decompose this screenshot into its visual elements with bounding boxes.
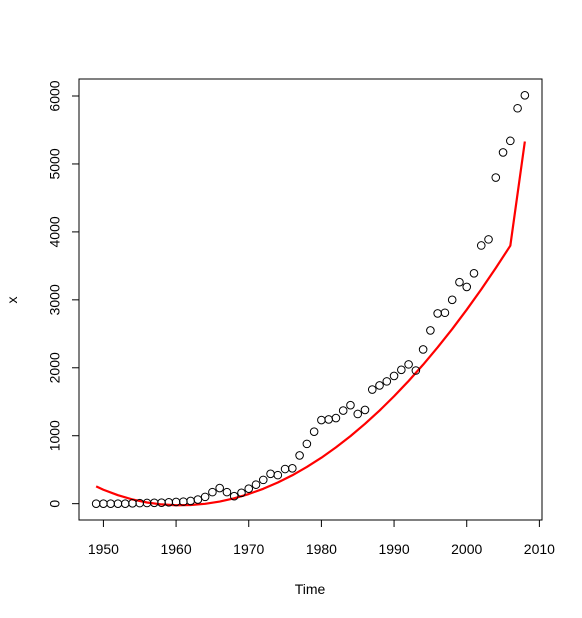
data-point — [476, 241, 486, 250]
data-point — [215, 483, 224, 493]
x-tick-label: 1980 — [306, 541, 337, 557]
data-point — [367, 385, 377, 394]
data-point — [106, 499, 115, 508]
x-axis: 1950 1960 1970 1980 1990 2000 2010 — [88, 519, 555, 557]
data-point — [208, 487, 217, 497]
data-point — [128, 499, 137, 508]
data-point — [404, 360, 413, 369]
data-point — [491, 173, 501, 182]
plot-frame — [78, 78, 543, 521]
data-point — [331, 413, 341, 423]
data-point — [222, 487, 232, 497]
data-point — [520, 91, 530, 100]
data-point — [346, 400, 355, 410]
data-point — [469, 269, 479, 278]
x-tick-label: 2010 — [524, 541, 555, 557]
data-point — [237, 488, 246, 498]
data-point — [229, 491, 239, 501]
y-tick-label: 5000 — [47, 148, 63, 179]
data-point — [317, 415, 326, 425]
data-point — [389, 371, 399, 381]
data-point — [440, 308, 450, 318]
data-point — [113, 499, 123, 508]
y-axis: 0 1000 2000 3000 4000 5000 6000 — [47, 80, 80, 508]
data-point — [258, 475, 268, 485]
y-tick-label: 6000 — [47, 80, 63, 111]
data-point — [91, 499, 101, 508]
data-point — [309, 427, 319, 436]
data-point — [244, 484, 254, 494]
data-point — [447, 295, 457, 305]
x-tick-label: 1950 — [88, 541, 119, 557]
data-point — [433, 309, 442, 318]
data-point — [455, 277, 464, 287]
y-tick-label: 4000 — [47, 216, 63, 247]
data-point — [462, 282, 472, 292]
data-point — [418, 345, 428, 354]
data-point — [338, 406, 348, 415]
y-tick-label: 2000 — [47, 352, 63, 383]
data-point — [375, 381, 384, 390]
y-tick-label: 0 — [47, 500, 63, 508]
data-point — [324, 415, 333, 424]
fit-curve-layer — [95, 141, 526, 507]
data-point — [513, 103, 522, 113]
data-point — [397, 365, 406, 375]
y-tick-label: 3000 — [47, 284, 63, 315]
x-tick-label: 1970 — [233, 541, 264, 557]
x-tick-label: 2000 — [451, 541, 482, 557]
data-point — [266, 469, 275, 479]
y-tick-label: 1000 — [47, 420, 63, 451]
data-point — [288, 464, 297, 473]
y-axis-label: x — [4, 297, 20, 304]
data-point — [484, 235, 493, 244]
data-point — [506, 136, 515, 146]
data-point — [273, 470, 283, 480]
data-point — [302, 439, 312, 449]
data-point — [193, 495, 203, 504]
data-points-layer — [91, 91, 530, 508]
data-point — [280, 464, 290, 474]
data-point — [382, 377, 392, 386]
x-tick-label: 1990 — [378, 541, 409, 557]
fit-curve — [95, 141, 526, 507]
data-point — [251, 480, 261, 489]
data-point — [411, 366, 421, 375]
data-point — [498, 148, 508, 157]
data-point — [186, 496, 195, 506]
x-tick-label: 1960 — [160, 541, 191, 557]
data-point — [120, 499, 130, 508]
data-point — [295, 451, 304, 460]
data-point — [360, 405, 370, 415]
data-point — [200, 492, 210, 502]
data-point — [426, 326, 435, 335]
x-axis-label: Time — [295, 581, 326, 597]
data-point — [99, 499, 108, 508]
data-point — [353, 409, 363, 419]
